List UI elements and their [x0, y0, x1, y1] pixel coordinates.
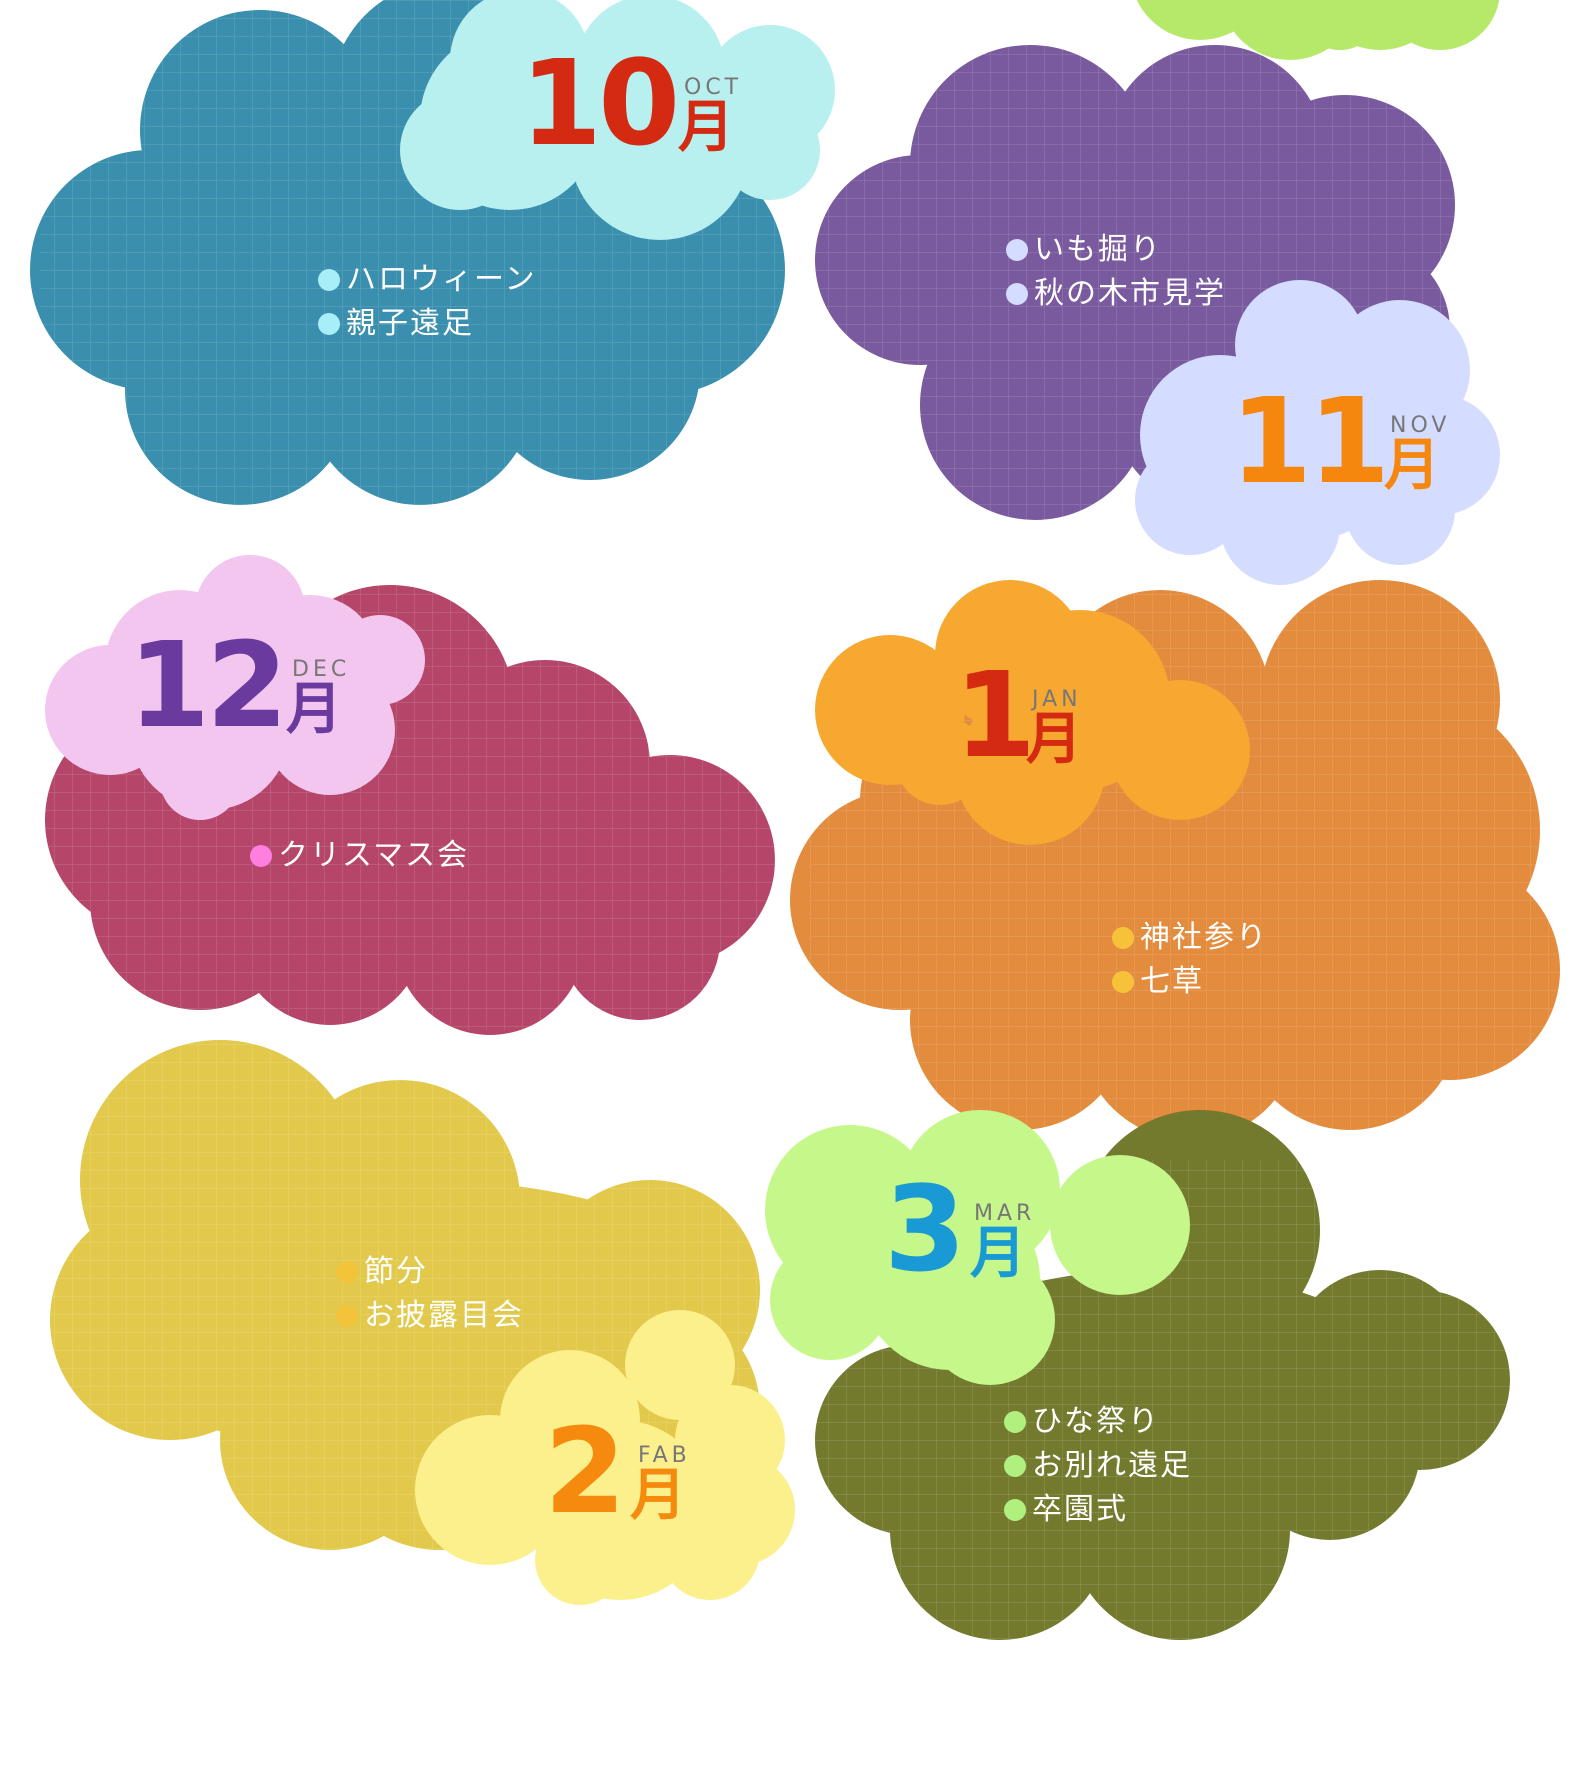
jan-number: 1	[954, 646, 1036, 784]
jan-english: JAN	[1032, 687, 1082, 712]
bullet-dot-icon	[1006, 239, 1028, 261]
oct-main-cloud	[30, 0, 785, 505]
event-label: いも掘り	[1034, 232, 1162, 267]
list-item: 七草	[1112, 960, 1268, 1004]
list-item: ハロウィーン	[318, 258, 537, 302]
mar-event-list: ひな祭り お別れ遠足 卒園式	[1004, 1400, 1192, 1532]
bullet-dot-icon	[318, 313, 340, 335]
bullet-dot-icon	[1004, 1455, 1026, 1477]
nov-number: 11	[1230, 372, 1390, 510]
mar-english: MAR	[974, 1201, 1036, 1226]
feb-event-list: 節分 お披露目会	[336, 1250, 524, 1338]
event-label: お別れ遠足	[1032, 1448, 1192, 1483]
list-item: ひな祭り	[1004, 1400, 1192, 1444]
nov-kanji: 月	[1384, 433, 1440, 498]
nov-english: NOV	[1390, 413, 1451, 438]
mar-kanji: 月	[970, 1221, 1026, 1286]
dec-event-list: クリスマス会	[250, 834, 469, 878]
list-item: 親子遠足	[318, 302, 537, 346]
event-label: ひな祭り	[1032, 1404, 1160, 1439]
dec-number: 12	[128, 616, 288, 754]
bullet-dot-icon	[336, 1305, 358, 1327]
list-item: お披露目会	[336, 1294, 524, 1338]
dec-kanji: 月	[286, 677, 342, 742]
event-label: ハロウィーン	[346, 262, 537, 297]
list-item: 秋の木市見学	[1006, 272, 1226, 316]
list-item: 卒園式	[1004, 1488, 1192, 1532]
feb-kanji: 月	[630, 1463, 686, 1528]
bullet-dot-icon	[1112, 971, 1134, 993]
feb-number: 2	[544, 1402, 626, 1540]
event-label: 卒園式	[1032, 1492, 1128, 1527]
bullet-dot-icon	[1004, 1499, 1026, 1521]
bullet-dot-icon	[1004, 1411, 1026, 1433]
event-label: 七草	[1140, 964, 1204, 999]
oct-label-bubble	[400, 0, 835, 240]
feb-english: FAB	[638, 1443, 691, 1468]
mar-label-bubble	[765, 1110, 1190, 1385]
event-label: お披露目会	[364, 1298, 524, 1333]
list-item: 節分	[336, 1250, 524, 1294]
list-item: お別れ遠足	[1004, 1444, 1192, 1488]
bullet-dot-icon	[318, 269, 340, 291]
jan-kanji: 月	[1026, 707, 1082, 772]
oct-number: 10	[520, 34, 680, 172]
oct-kanji: 月	[678, 95, 734, 160]
event-label: 節分	[364, 1254, 428, 1289]
nov-event-list: いも掘り 秋の木市見学	[1006, 228, 1226, 316]
oct-event-list: ハロウィーン 親子遠足	[318, 258, 537, 346]
list-item: いも掘り	[1006, 228, 1226, 272]
bullet-dot-icon	[1112, 927, 1134, 949]
event-label: 秋の木市見学	[1034, 276, 1226, 311]
jan-label-bubble	[815, 580, 1250, 845]
event-label: クリスマス会	[278, 838, 470, 873]
event-label: 親子遠足	[346, 306, 474, 341]
bullet-dot-icon	[1006, 283, 1028, 305]
jan-event-list: 神社参り 七草	[1112, 916, 1268, 1004]
dec-english: DEC	[292, 657, 351, 682]
event-label: 神社参り	[1140, 920, 1268, 955]
top-partial-cloud	[1136, 0, 1500, 60]
bullet-dot-icon	[336, 1261, 358, 1283]
dec-label-bubble	[45, 555, 425, 820]
bullet-dot-icon	[250, 845, 272, 867]
oct-english: OCT	[684, 75, 743, 100]
feb-label-bubble	[415, 1310, 795, 1605]
list-item: 神社参り	[1112, 916, 1268, 960]
list-item: クリスマス会	[250, 834, 469, 878]
nov-label-bubble	[1135, 280, 1500, 585]
mar-number: 3	[884, 1160, 966, 1298]
